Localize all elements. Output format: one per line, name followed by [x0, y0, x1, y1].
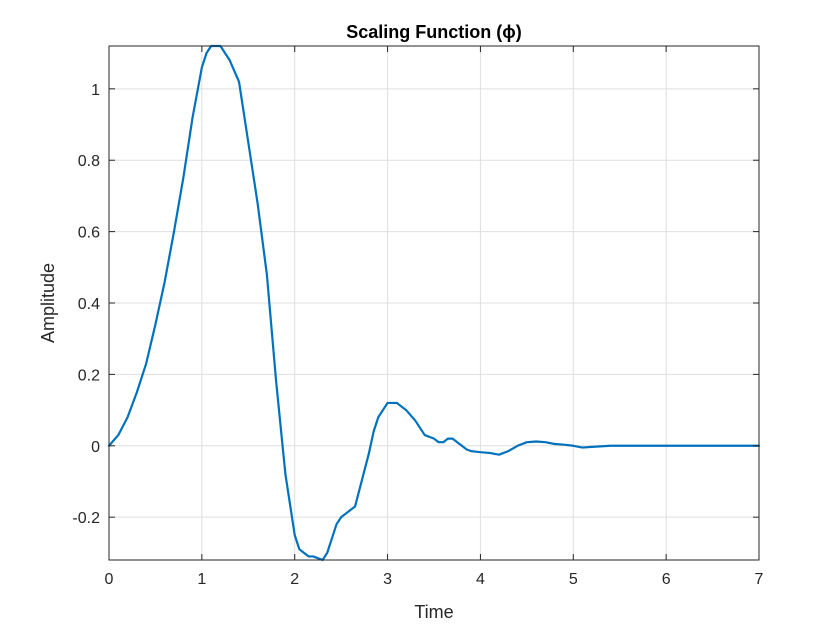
tick-marks	[108, 46, 760, 560]
y-axis-label: Amplitude	[38, 263, 58, 343]
x-tick-label: 2	[290, 571, 299, 588]
tick-labels: 0 1 2 3 4 5 6 7 -0.2 0 0.2 0.4 0.6 0.8 1	[72, 82, 763, 588]
x-axis-label: Time	[414, 602, 453, 622]
x-tick-label: 1	[197, 571, 206, 588]
y-tick-label: 0.8	[78, 153, 100, 170]
x-tick-label: 6	[662, 571, 671, 588]
x-tick-label: 4	[476, 571, 485, 588]
x-tick-label: 3	[383, 571, 392, 588]
y-tick-label: 1	[91, 82, 100, 99]
x-tick-label: 5	[569, 571, 578, 588]
x-tick-label: 0	[105, 571, 114, 588]
x-tick-label: 7	[755, 571, 764, 588]
y-tick-label: 0.2	[78, 367, 100, 384]
y-tick-label: 0.4	[78, 296, 100, 313]
chart-title: Scaling Function (ϕ)	[346, 22, 521, 42]
y-tick-label: -0.2	[72, 510, 100, 527]
y-tick-label: 0	[91, 439, 100, 456]
y-tick-label: 0.6	[78, 225, 100, 242]
